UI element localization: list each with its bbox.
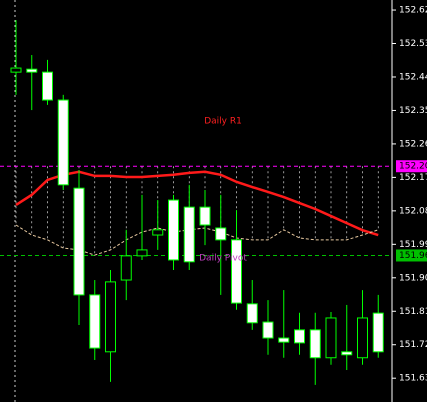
level-label-box [396, 160, 427, 173]
y-tick-label: 151.63 [399, 374, 427, 384]
candle-body [325, 317, 337, 359]
indicator-line [15, 170, 379, 237]
candle-body [57, 99, 69, 186]
y-tick-label: 151.90 [399, 273, 427, 283]
candle-body [341, 351, 353, 356]
annotation: Daily Pivot [199, 254, 247, 264]
candle-body [42, 71, 53, 101]
level-label: 151.96 [399, 251, 427, 261]
candle-body [357, 317, 368, 359]
candle-body [152, 229, 164, 236]
candle-body [246, 303, 258, 324]
y-tick-label: 152.26 [399, 139, 427, 149]
y-tick-label: 152.44 [399, 72, 427, 82]
y-tick-label: 151.72 [399, 340, 427, 350]
level-label: 152.20 [399, 162, 427, 172]
candle-body [168, 199, 179, 261]
candle-body [309, 329, 321, 359]
candle-body [26, 68, 38, 73]
y-tick-label: 151.99 [399, 240, 427, 250]
y-tick-label: 151.81 [399, 307, 427, 317]
candle-body [215, 227, 227, 241]
candle-body [372, 312, 384, 353]
candle-body [89, 294, 101, 349]
candle-body [73, 187, 85, 296]
y-tick-label: 152.17 [399, 173, 427, 183]
candle-body [278, 337, 290, 343]
y-tick-label: 152.08 [399, 206, 427, 216]
y-tick-label: 152.35 [399, 106, 427, 116]
candle-body [120, 255, 132, 281]
y-axis: 152.62152.53152.44152.35152.26152.17152.… [392, 6, 427, 384]
candle-body [183, 206, 195, 263]
plot [0, 20, 392, 385]
annotation: Daily R1 [204, 117, 242, 127]
candle-body [231, 239, 242, 304]
candle-body [262, 321, 274, 339]
candle-body [199, 206, 211, 226]
candle-body [105, 281, 116, 353]
candle-body [10, 67, 22, 73]
y-tick-label: 152.62 [399, 6, 427, 16]
y-tick-label: 152.53 [399, 39, 427, 49]
candle-body [136, 249, 148, 257]
level-label-box [396, 249, 427, 262]
candle-body [294, 329, 305, 344]
